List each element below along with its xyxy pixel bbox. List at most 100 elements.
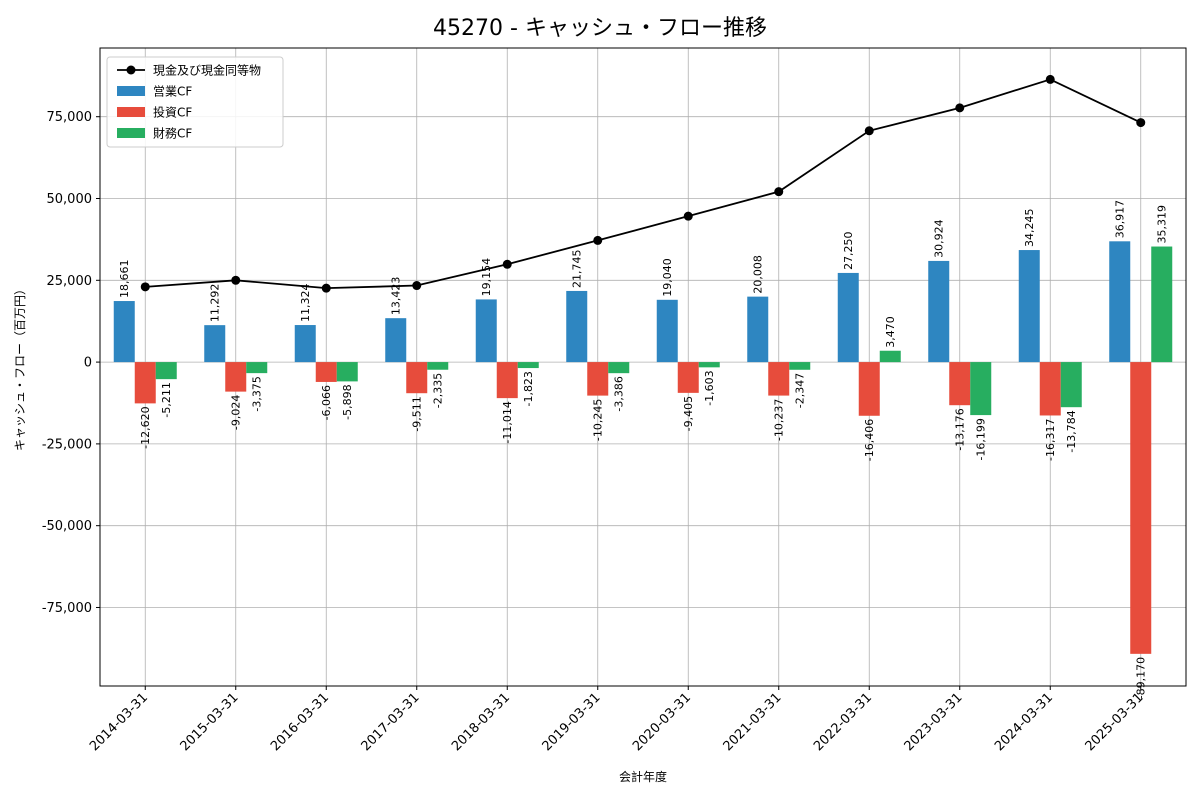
y-tick-label: -50,000 <box>42 519 92 534</box>
x-axis-label: 会計年度 <box>619 769 667 784</box>
bar-value-label: 35,319 <box>1156 205 1169 244</box>
bar <box>1109 241 1131 363</box>
bar <box>315 362 337 382</box>
bar <box>858 362 880 416</box>
legend-swatch <box>117 107 145 117</box>
x-tick-label: 2023-03-31 <box>902 690 966 754</box>
bar-value-label: 27,250 <box>842 231 855 270</box>
bar <box>566 290 588 363</box>
bar-value-label: -9,405 <box>682 396 695 431</box>
x-tick-label: 2025-03-31 <box>1083 690 1147 754</box>
bar-value-label: 19,154 <box>480 258 493 297</box>
bar <box>656 299 678 363</box>
bar-value-label: -13,176 <box>954 408 967 450</box>
bar <box>336 362 358 382</box>
bar <box>698 362 720 368</box>
x-tick-label: 2015-03-31 <box>178 690 242 754</box>
bar-group <box>113 241 1173 654</box>
bar-value-label: -89,170 <box>1135 657 1148 699</box>
bar <box>949 362 971 406</box>
y-tick-label: -25,000 <box>42 437 92 452</box>
y-axis-label: キャッシュ・フロー（百万円） <box>13 283 27 451</box>
bar-value-label: -1,823 <box>522 371 535 406</box>
bar <box>768 362 790 396</box>
bar-value-label: 11,324 <box>299 284 312 323</box>
bar <box>1060 362 1082 408</box>
x-tick-label: 2017-03-31 <box>359 690 423 754</box>
bar <box>204 325 226 363</box>
x-tick-label: 2024-03-31 <box>992 690 1056 754</box>
bar <box>134 362 156 404</box>
bar-value-label: 11,292 <box>209 284 222 323</box>
bar-value-label: -13,784 <box>1065 410 1078 452</box>
x-tick-label: 2021-03-31 <box>721 690 785 754</box>
bar-value-label: -16,317 <box>1044 418 1057 460</box>
bar <box>747 296 769 363</box>
bar <box>1018 250 1040 363</box>
bar-value-label: 13,423 <box>390 277 403 316</box>
x-tick-label: 2016-03-31 <box>268 690 332 754</box>
bar-value-label: -11,014 <box>501 401 514 443</box>
bar-value-label: 3,470 <box>884 316 897 348</box>
bar-value-label: -16,406 <box>863 419 876 461</box>
bar-value-label: -12,620 <box>139 406 152 448</box>
bar-value-label: -5,211 <box>160 382 173 417</box>
bar <box>1039 362 1061 416</box>
line-point <box>140 282 150 292</box>
bar-value-label: 36,917 <box>1114 200 1127 239</box>
line-point <box>683 211 693 221</box>
y-tick-label: 0 <box>84 356 92 371</box>
line-point <box>593 235 603 245</box>
bar-value-label: 19,040 <box>661 258 674 297</box>
bar <box>113 301 135 363</box>
y-tick-label: 75,000 <box>47 110 93 125</box>
bar-value-label: 34,245 <box>1023 209 1036 248</box>
bar <box>155 362 177 380</box>
bar <box>225 362 247 392</box>
bar-value-label: -10,245 <box>592 399 605 441</box>
legend-swatch <box>117 86 145 96</box>
bar <box>928 260 950 363</box>
bar-value-label: -10,237 <box>773 399 786 441</box>
legend-entry-label: 営業CF <box>153 85 192 99</box>
chart-title: 45270 - キャッシュ・フロー推移 <box>433 16 767 41</box>
line-point <box>955 103 965 113</box>
line-point <box>1136 118 1146 128</box>
legend-entry-label: 投資CF <box>153 105 192 120</box>
bar <box>608 362 630 374</box>
x-tick-label: 2018-03-31 <box>449 690 513 754</box>
line-point <box>1045 74 1055 84</box>
line-point <box>412 281 422 291</box>
bar <box>385 318 407 363</box>
x-tick-label: 2019-03-31 <box>540 690 604 754</box>
bar <box>789 362 811 370</box>
y-tick-label: -75,000 <box>42 601 92 616</box>
legend-entry-label: 財務CF <box>153 126 192 141</box>
x-tick-label: 2020-03-31 <box>630 690 694 754</box>
bar <box>246 362 268 374</box>
y-tick-label: 25,000 <box>47 274 93 289</box>
legend-entry-label: 現金及び現金同等物 <box>153 63 261 78</box>
bar-value-label: 20,008 <box>752 255 765 294</box>
bar <box>406 362 428 394</box>
bar <box>837 272 859 363</box>
bar-value-label: -5,898 <box>341 384 354 419</box>
bar-value-label: -3,386 <box>613 376 626 411</box>
bar <box>294 325 316 363</box>
bar <box>587 362 609 396</box>
bar <box>677 362 699 393</box>
series-line <box>145 78 1142 290</box>
bar <box>475 299 497 363</box>
line-point <box>231 275 241 285</box>
bar <box>1151 246 1173 363</box>
plot-frame <box>99 47 1187 687</box>
bar-value-label: 30,924 <box>933 219 946 258</box>
legend-marker <box>126 65 136 75</box>
bar-value-label: -6,066 <box>320 385 333 420</box>
line-point <box>774 187 784 197</box>
bar <box>970 362 992 416</box>
bar-label-group: 18,661 11,292 11,324 13,423 19,154 21,745 19,0… <box>118 200 1169 699</box>
